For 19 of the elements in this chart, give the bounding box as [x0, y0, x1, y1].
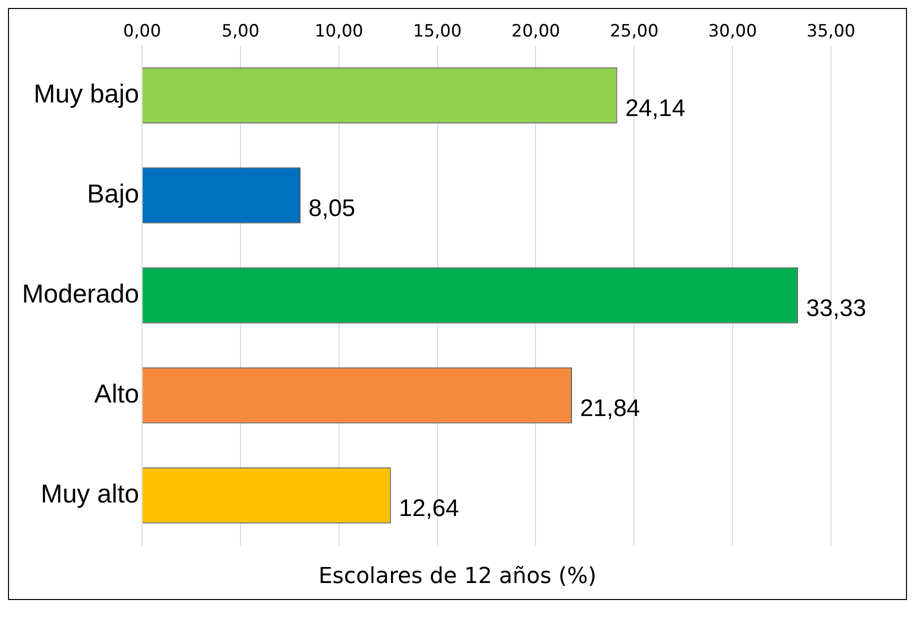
x-tick-label: 5,00 [222, 22, 260, 42]
x-tick-label: 0,00 [123, 22, 162, 42]
x-tick-label: 30,00 [708, 22, 757, 42]
data-label: 24,14 [625, 95, 686, 122]
y-tick-label: Muy alto [40, 478, 140, 509]
data-label: 21,84 [580, 395, 640, 422]
x-tick-label: 15,00 [412, 22, 462, 42]
y-tick-label: Bajo [87, 178, 140, 209]
x-tick-label: 35,00 [806, 22, 856, 42]
data-label: 33,33 [806, 295, 866, 322]
y-tick-label: Moderado [22, 278, 140, 309]
data-label: 8,05 [308, 195, 356, 222]
data-label: 12,64 [398, 495, 459, 522]
x-tick-label: 20,00 [511, 22, 560, 42]
x-axis-title: Escolares de 12 años (%) [318, 564, 598, 591]
x-tick-label: 25,00 [610, 22, 658, 42]
y-tick-label: Alto [94, 378, 140, 409]
y-tick-label: Muy bajo [34, 78, 140, 109]
x-tick-label: 10,00 [314, 22, 364, 42]
